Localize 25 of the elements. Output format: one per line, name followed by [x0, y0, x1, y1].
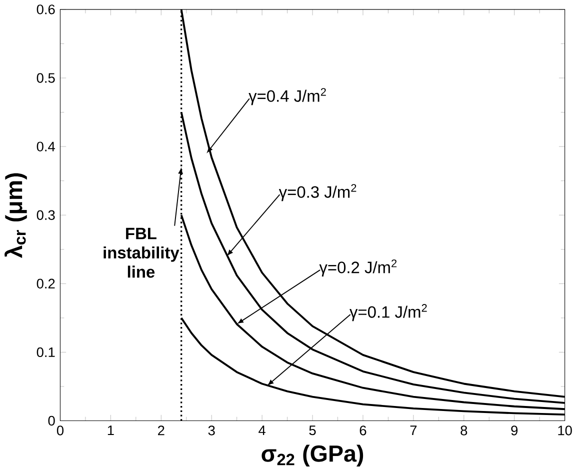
y-tick-label: 0.2	[36, 278, 55, 288]
x-axis-title: σ$_{22}$ (GPa)	[262, 444, 364, 466]
x-tick-label: 10	[558, 426, 572, 436]
x-tick-label: 5	[309, 426, 316, 436]
x-tick-label: 0	[56, 426, 64, 436]
x-tick-label: 8	[460, 426, 468, 436]
y-tick-label: 0.5	[36, 73, 55, 83]
x-tick-label: 9	[511, 426, 518, 436]
x-tick-label: 7	[410, 426, 417, 436]
y-axis-title: λ$_{cr}$ (μm)	[4, 173, 27, 258]
y-tick-label: 0	[48, 416, 55, 426]
y-tick-label: 0.3	[36, 210, 55, 220]
x-tick-label: 1	[108, 426, 114, 436]
y-tick-label: 0.4	[36, 142, 55, 152]
y-tick-label: 0.1	[36, 347, 55, 358]
annotation: γ=0.2 J/m$^{2}$	[319, 259, 397, 276]
x-tick-label: 6	[360, 426, 366, 436]
annotation: γ=0.3 J/m$^{2}$	[278, 184, 356, 202]
ref-line-label: FBL instability line	[104, 228, 180, 278]
x-tick-label: 3	[208, 426, 215, 436]
x-tick-label: 4	[258, 426, 266, 436]
annotation: γ=0.4 J/m$^{2}$	[248, 88, 326, 106]
y-tick-label: 0.6	[36, 4, 55, 14]
x-tick-label: 2	[158, 426, 164, 436]
annotation: γ=0.1 J/m$^{2}$	[350, 304, 427, 322]
